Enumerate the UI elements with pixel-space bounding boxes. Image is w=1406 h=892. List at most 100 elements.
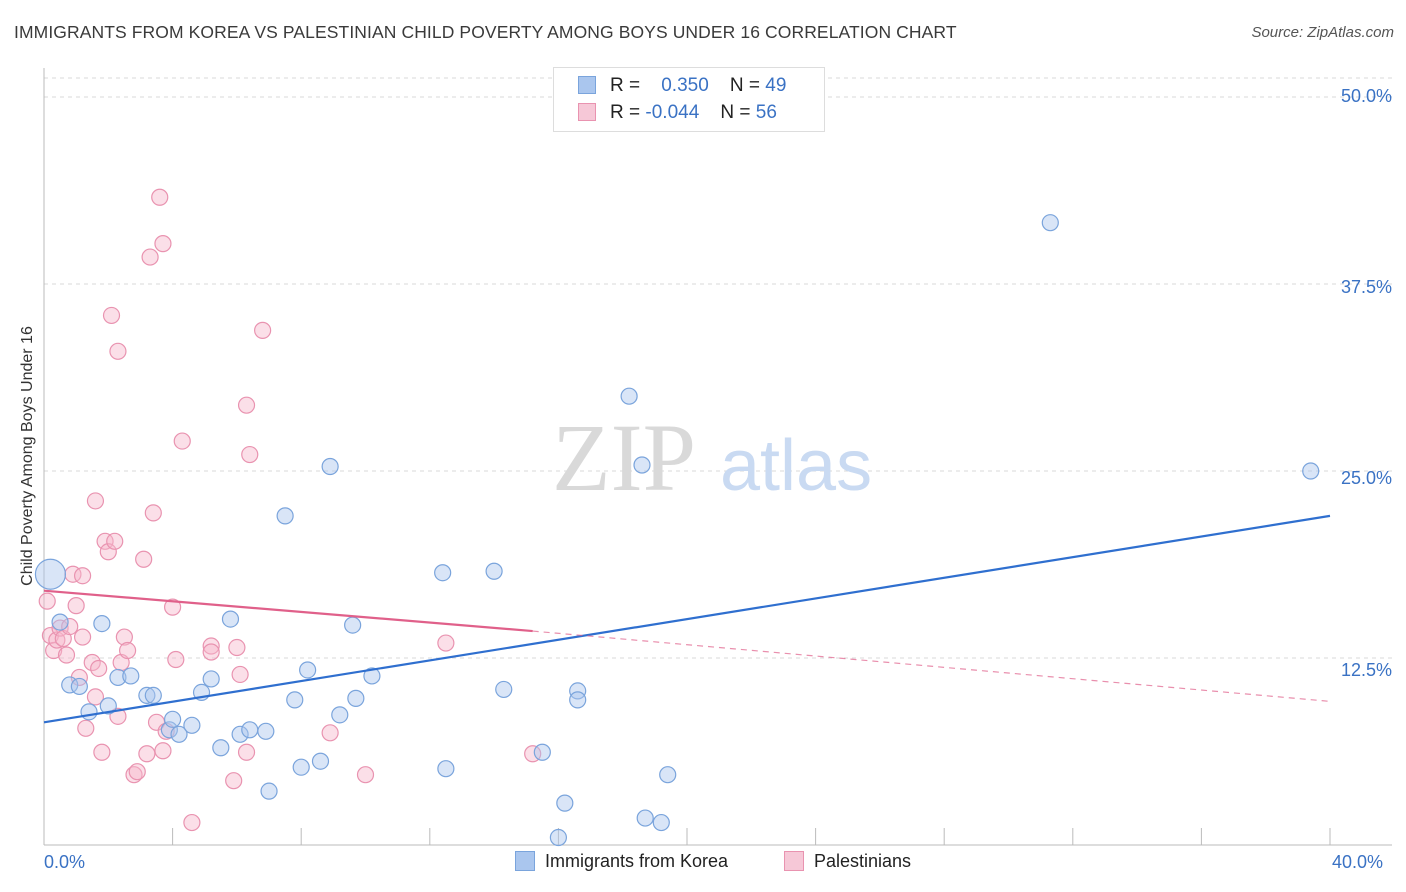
korea-point-34 — [437, 760, 455, 778]
korea-point-25 — [292, 758, 310, 776]
korea-point-14 — [183, 716, 201, 734]
korea-point-28 — [321, 457, 339, 476]
palestinians-point-26 — [115, 628, 133, 646]
palestinians-point-36 — [154, 235, 172, 253]
korea-point-33 — [434, 564, 452, 582]
legend-n-label-palestinians: N = — [720, 102, 751, 123]
korea-point-4 — [80, 703, 98, 721]
palestinians-point-17 — [90, 659, 108, 678]
bottom-legend-palestinians: Palestinians — [784, 851, 911, 872]
legend-row-korea: R = 0.350 N = 49 — [578, 75, 786, 99]
korea-point-43 — [633, 456, 651, 474]
korea-point-45 — [652, 813, 670, 832]
korea-point-19 — [231, 725, 249, 743]
y-tick-label-50: 50.0% — [1340, 86, 1392, 106]
korea-point-13 — [170, 725, 188, 743]
bottom-legend-label-korea: Immigrants from Korea — [545, 851, 729, 871]
source-label: Source: ZipAtlas.com — [1251, 24, 1394, 41]
palestinians-point-49 — [237, 743, 256, 761]
korea-point-22 — [260, 782, 278, 800]
y-tick-label-37-5: 37.5% — [1340, 277, 1392, 297]
korea-point-6 — [99, 697, 117, 715]
korea-point-8 — [122, 667, 140, 685]
palestinians-point-15 — [86, 688, 105, 706]
palestinians-point-31 — [138, 745, 156, 763]
axes — [43, 68, 1392, 846]
palestinians-point-30 — [135, 550, 153, 568]
palestinians-point-46 — [228, 638, 246, 657]
korea-point-5 — [93, 614, 111, 633]
x-tick-label-max: 40.0% — [1332, 852, 1384, 872]
palestinians-point-47 — [231, 665, 249, 684]
korea-points — [34, 214, 1320, 847]
korea-point-35 — [485, 562, 503, 580]
korea-point-23 — [276, 507, 294, 525]
korea-point-42 — [620, 387, 638, 405]
palestinians-point-29 — [128, 763, 146, 781]
palestinians-point-37 — [154, 742, 172, 760]
palestinians-point-2 — [45, 641, 63, 660]
korea-point-12 — [164, 710, 182, 728]
palestinians-point-9 — [67, 597, 85, 615]
korea-point-31 — [347, 689, 365, 707]
palestinians-point-21 — [102, 306, 121, 325]
chart-title: IMMIGRANTS FROM KOREA VS PALESTINIAN CHI… — [14, 22, 957, 42]
korea-point-16 — [202, 670, 220, 688]
palestinians-point-19 — [96, 532, 114, 550]
palestinians-point-41 — [173, 432, 191, 450]
palestinians-point-43 — [202, 637, 220, 655]
bottom-legend-label-palestinians: Palestinians — [814, 851, 912, 871]
palestinians-point-48 — [237, 396, 256, 414]
korea-point-10 — [144, 686, 162, 705]
legend-r-label-korea: R = — [610, 75, 641, 96]
korea-point-20 — [241, 721, 259, 739]
bottom-legend-korea: Immigrants from Korea — [515, 851, 728, 872]
bottom-legend-swatch-korea — [515, 851, 535, 871]
korea-point-44 — [636, 809, 654, 827]
korea-point-46 — [659, 766, 677, 784]
legend-r-label-palestinians: R = — [610, 102, 641, 123]
palestinians-point-53 — [356, 766, 375, 784]
palestinians-point-44 — [202, 643, 220, 661]
korea-point-38 — [533, 743, 551, 761]
palestinians-point-24 — [109, 342, 127, 360]
palestinians-point-20 — [99, 543, 117, 561]
korea-point-32 — [363, 667, 381, 685]
watermark-zip: ZIP — [552, 404, 696, 511]
korea-point-39 — [556, 794, 574, 812]
korea-point-0 — [34, 558, 67, 590]
palestinians-point-50 — [241, 445, 259, 464]
palestinians-point-7 — [61, 617, 79, 636]
korea-point-24 — [286, 691, 304, 709]
palestinians-point-45 — [225, 772, 243, 790]
palestinians-point-51 — [254, 321, 272, 339]
y-tick-label-25: 25.0% — [1340, 468, 1392, 488]
palestinians-trend-line-extension — [532, 630, 1331, 702]
korea-point-1 — [51, 613, 69, 631]
palestinians-point-33 — [144, 504, 162, 522]
correlation-legend: R = 0.350 N = 49 R = -0.044 N = 56 — [553, 67, 825, 132]
legend-r-value-korea: 0.350 — [661, 75, 709, 96]
palestinians-point-35 — [151, 188, 169, 206]
palestinians-point-18 — [93, 743, 111, 761]
palestinians-point-54 — [437, 634, 455, 652]
korea-point-30 — [344, 616, 362, 634]
korea-point-3 — [70, 677, 88, 696]
legend-n-label-korea: N = — [729, 75, 761, 96]
bottom-legend-swatch-palestinians — [784, 851, 804, 871]
palestinians-point-40 — [167, 650, 185, 669]
korea-point-18 — [221, 610, 240, 628]
palestinians-point-52 — [321, 724, 339, 742]
legend-swatch-korea — [578, 76, 596, 94]
palestinians-point-6 — [57, 646, 76, 664]
palestinians-trend-line — [43, 589, 533, 633]
korea-point-41 — [569, 691, 587, 709]
grid-lines — [44, 77, 1392, 659]
palestinians-point-27 — [118, 641, 137, 660]
palestinians-point-22 — [106, 532, 124, 550]
korea-point-7 — [109, 668, 127, 687]
korea-point-11 — [160, 721, 178, 739]
korea-point-37 — [549, 828, 568, 847]
watermark: ZIP atlas — [552, 404, 872, 511]
